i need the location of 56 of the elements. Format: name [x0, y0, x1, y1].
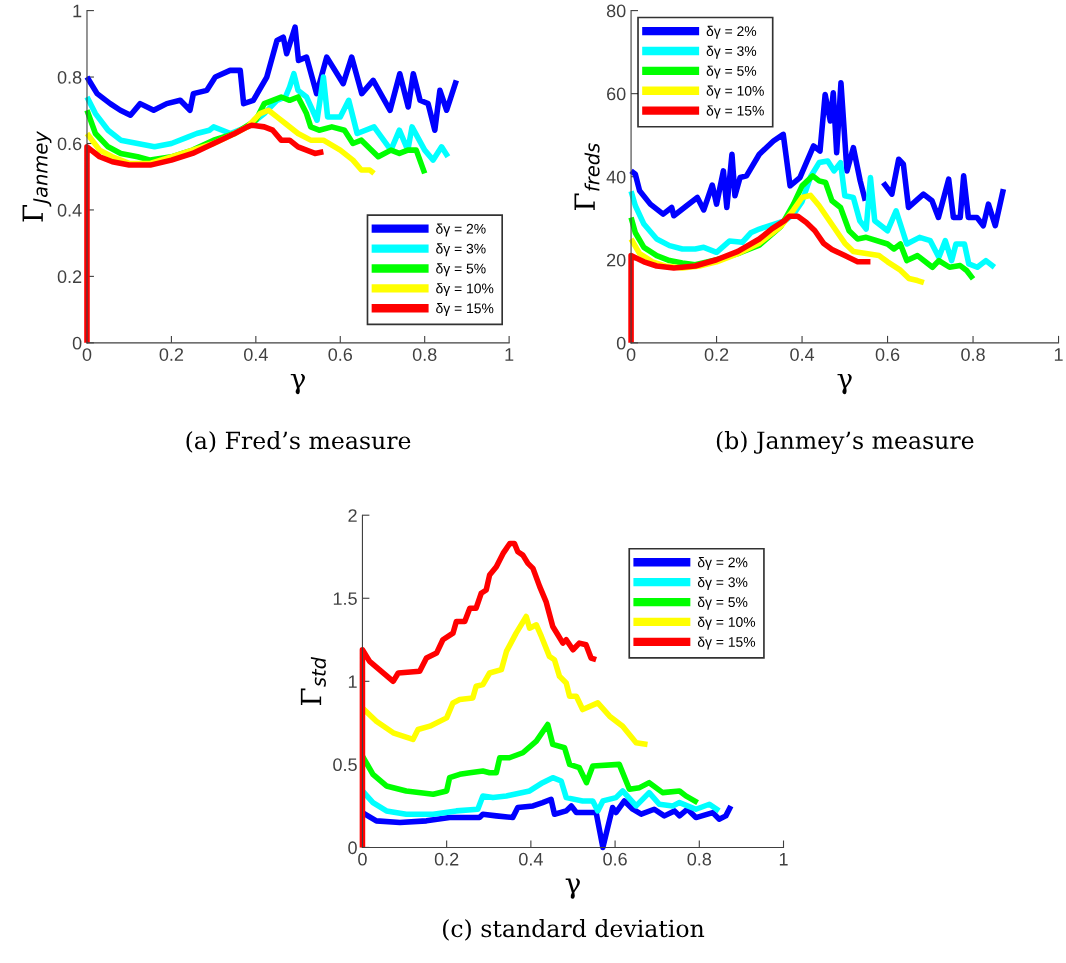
text: (b) Janmey’s measure — [716, 430, 974, 455]
y-tick-label: 0.6 — [57, 137, 82, 151]
x-tick-label: 0 — [358, 852, 367, 866]
legend-label: δγ = 10% — [706, 85, 764, 99]
legend-label: δγ = 2% — [706, 25, 757, 39]
y-tick-label: 0.2 — [57, 270, 82, 284]
x-tick-label: 0 — [82, 348, 92, 361]
legend-label: δγ = 10% — [436, 283, 494, 297]
x-axis-title: γ — [565, 878, 580, 899]
x-tick-label: 1 — [1054, 348, 1063, 361]
y-tick-label: 0 — [616, 336, 626, 350]
legend-label: δγ = 3% — [436, 243, 486, 257]
legend-label: δγ = 15% — [697, 636, 756, 650]
legend-label: δγ = 15% — [436, 303, 494, 316]
x-tick-label: 0.8 — [412, 348, 437, 361]
legend-label: δγ = 15% — [706, 105, 764, 119]
y-axis-title: Γ$_{freds}$ — [574, 143, 600, 211]
y-tick-label: 0.5 — [333, 758, 357, 772]
x-tick-label: 0.8 — [687, 852, 712, 866]
y-tick-label: 0.4 — [57, 203, 82, 217]
y-tick-label: 80 — [606, 4, 626, 18]
text: (c) standard deviation — [443, 919, 705, 941]
legend-label: δγ = 2% — [697, 557, 748, 570]
legend-label: δγ = 3% — [697, 576, 748, 590]
y-tick-label: 0 — [72, 336, 82, 350]
y-tick-label: 40 — [606, 170, 626, 184]
y-tick-label: 0 — [348, 841, 357, 855]
x-tick-label: 0.4 — [790, 348, 815, 361]
legend-label: δγ = 5% — [697, 596, 748, 610]
y-axis-title: Γ$_{Janmey}$ — [22, 130, 52, 222]
y-tick-label: 60 — [607, 87, 626, 101]
x-tick-label: 0.4 — [519, 852, 543, 866]
x-tick-label: 0.4 — [244, 348, 268, 361]
y-tick-label: 20 — [607, 253, 626, 267]
x-tick-label: 0.2 — [434, 852, 459, 866]
x-tick-label: 0.2 — [704, 348, 729, 361]
legend-label: δγ = 3% — [706, 45, 757, 59]
x-tick-label: 0.2 — [159, 348, 184, 361]
x-tick-label: 0 — [626, 348, 636, 361]
legend-label: δγ = 2% — [436, 223, 486, 237]
y-tick-label: 2 — [348, 509, 357, 522]
y-tick-label: 1 — [348, 675, 357, 688]
y-axis-title: Γ$_{std}$ — [300, 656, 326, 706]
legend-label: δγ = 5% — [706, 65, 757, 79]
text: (a) Fred’s measure — [186, 431, 411, 453]
legend-label: δγ = 10% — [697, 616, 756, 630]
y-tick-label: 1 — [73, 4, 82, 18]
y-tick-label: 1.5 — [333, 592, 357, 605]
legend-label: δγ = 5% — [436, 263, 486, 277]
x-tick-label: 0.6 — [875, 348, 900, 361]
x-axis-title: γ — [837, 373, 852, 395]
y-tick-label: 0.8 — [57, 70, 82, 84]
x-axis-title: γ — [290, 373, 305, 395]
x-tick-label: 1 — [779, 852, 788, 866]
x-tick-label: 0.8 — [961, 348, 985, 361]
x-tick-label: 1 — [505, 348, 514, 361]
